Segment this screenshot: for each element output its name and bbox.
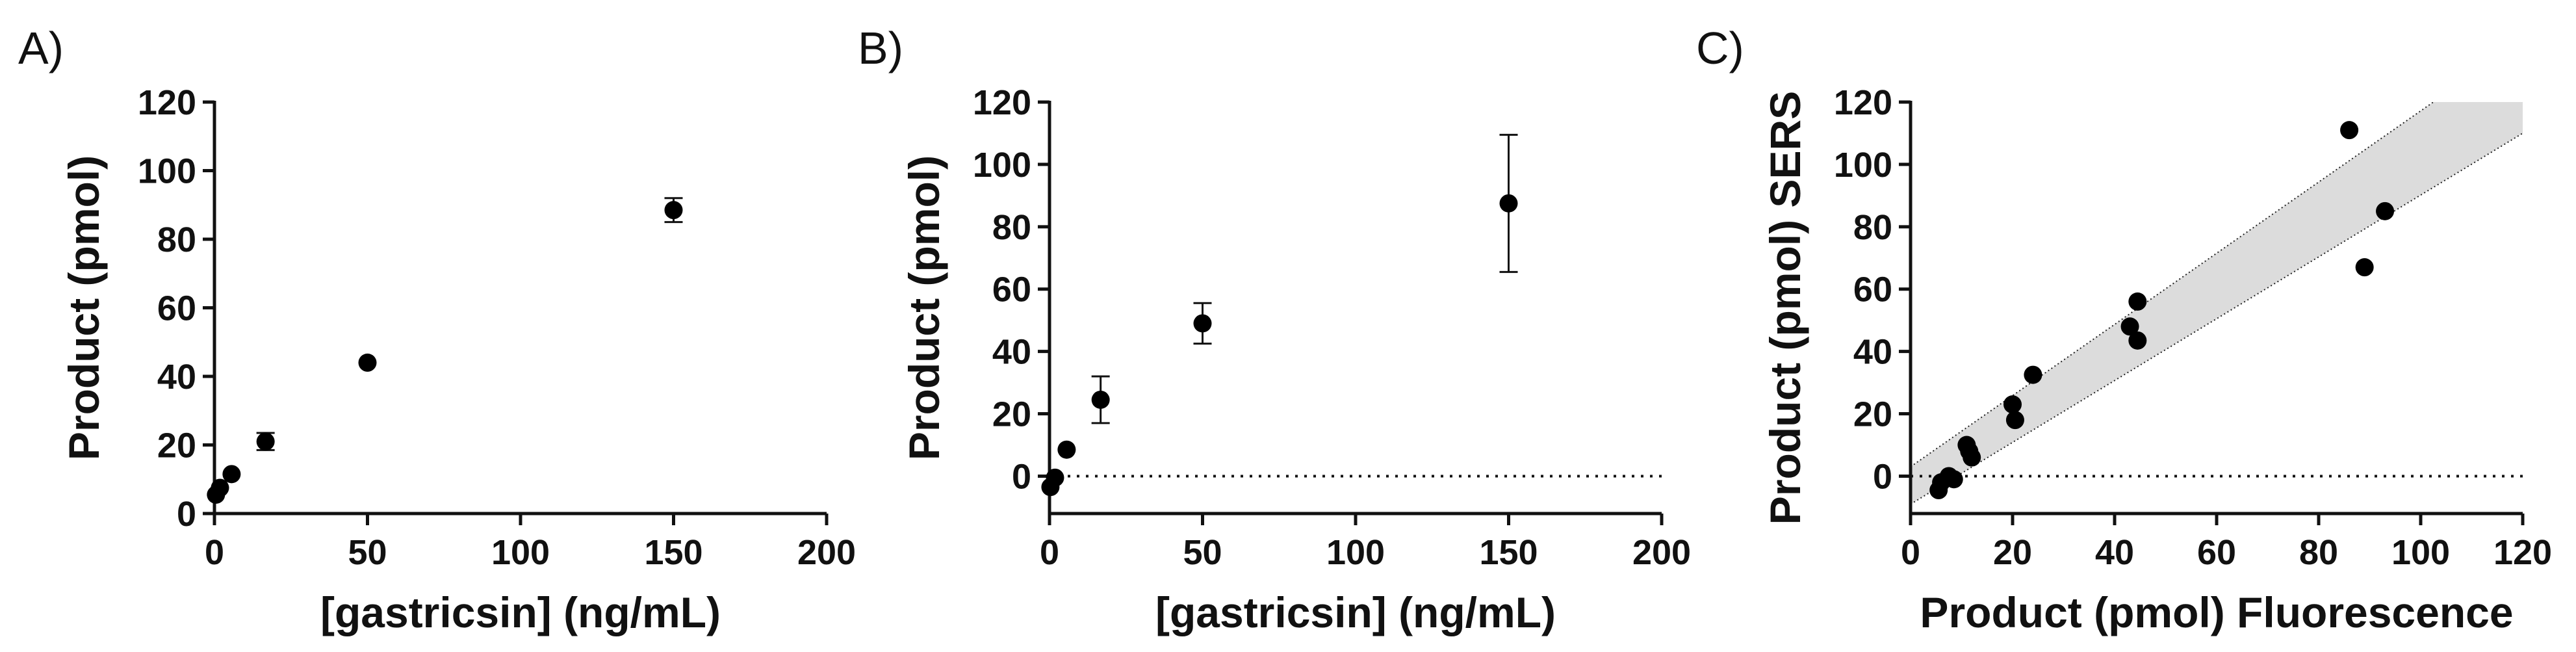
data-point	[222, 465, 241, 484]
x-tick-label: 200	[797, 533, 856, 572]
x-tick-label: 100	[2391, 533, 2450, 572]
data-point	[2340, 121, 2359, 140]
x-tick-label: 40	[2095, 533, 2134, 572]
y-tick-label: 80	[992, 208, 1031, 247]
panel-label: C)	[1696, 23, 1744, 73]
panel-label: B)	[858, 23, 903, 73]
confidence-band-lower	[1911, 133, 2523, 505]
panel-c: C) 0 20 40 60 80 100 120 0 20 40 60 80 100 120 Product …	[1696, 23, 2552, 636]
y-tick-label: 120	[973, 83, 1031, 122]
x-tick-label: 20	[1993, 533, 2032, 572]
x-tick-label: 150	[644, 533, 702, 572]
y-tick-label: 40	[992, 333, 1031, 372]
x-tick-label: 0	[1901, 533, 1920, 572]
data-point	[1193, 314, 1212, 333]
x-tick-label: 60	[2197, 533, 2236, 572]
x-axis-title: [gastricsin] (ng/mL)	[1155, 588, 1556, 636]
x-tick-label: 200	[1632, 533, 1691, 572]
y-tick-label: 120	[1834, 83, 1892, 122]
data-point	[664, 201, 683, 220]
y-tick-label: 60	[1853, 270, 1892, 309]
y-tick-label: 60	[157, 289, 196, 328]
x-tick-label: 50	[1183, 533, 1222, 572]
panel-label: A)	[18, 23, 64, 73]
x-tick-label: 0	[1040, 533, 1059, 572]
data-point	[1944, 470, 1963, 489]
y-tick-label: 0	[1012, 457, 1031, 496]
y-axis-title: Product (pmol) SERS	[1761, 91, 1809, 525]
data-point	[358, 353, 377, 372]
data-point	[1091, 390, 1110, 409]
data-point	[2128, 331, 2147, 350]
data-point	[2128, 292, 2147, 311]
y-tick-label: 0	[177, 495, 196, 534]
y-axis-title: Product (pmol)	[60, 155, 108, 460]
panel-a: A) 0 50 100 150 200 0 20 40 60 80 100 120 [gastricsin…	[18, 23, 856, 636]
x-tick-label: 80	[2299, 533, 2338, 572]
data-point	[2003, 395, 2022, 414]
data-point	[2024, 365, 2042, 384]
y-tick-label: 100	[1834, 146, 1892, 185]
data-point	[1499, 194, 1518, 213]
data-point	[2005, 411, 2024, 430]
data-point	[1963, 448, 1981, 467]
x-tick-label: 50	[348, 533, 387, 572]
y-tick-label: 80	[1853, 208, 1892, 247]
confidence-band	[1911, 102, 2523, 504]
y-tick-label: 100	[973, 146, 1031, 185]
y-tick-label: 20	[1853, 395, 1892, 434]
x-tick-label: 150	[1479, 533, 1538, 572]
y-axis-title: Product (pmol)	[900, 155, 948, 460]
y-tick-label: 20	[157, 426, 196, 465]
x-tick-label: 100	[1326, 533, 1385, 572]
panel-b: B) 0 50 100 150 200 0 20 40 60 80 100 120 [gastricsin…	[858, 23, 1691, 636]
y-tick-label: 80	[157, 220, 196, 259]
data-point	[2355, 258, 2374, 277]
confidence-band-group	[1911, 102, 2523, 505]
data-point	[2376, 202, 2395, 220]
x-tick-label: 100	[491, 533, 550, 572]
y-tick-label: 60	[992, 270, 1031, 309]
data-point	[2120, 317, 2139, 336]
data-point	[1046, 468, 1064, 487]
x-tick-label: 120	[2493, 533, 2552, 572]
data-point	[1057, 440, 1076, 459]
y-tick-label: 0	[1873, 457, 1892, 496]
y-tick-label: 100	[138, 152, 196, 191]
x-axis-title: Product (pmol) Fluorescence	[1920, 588, 2513, 636]
data-point	[256, 432, 275, 451]
x-axis-title: [gastricsin] (ng/mL)	[320, 588, 721, 636]
y-tick-label: 40	[157, 358, 196, 397]
y-tick-label: 20	[992, 395, 1031, 434]
y-tick-label: 40	[1853, 333, 1892, 372]
y-tick-label: 120	[138, 83, 196, 122]
x-tick-label: 0	[205, 533, 224, 572]
data-point	[211, 478, 229, 497]
